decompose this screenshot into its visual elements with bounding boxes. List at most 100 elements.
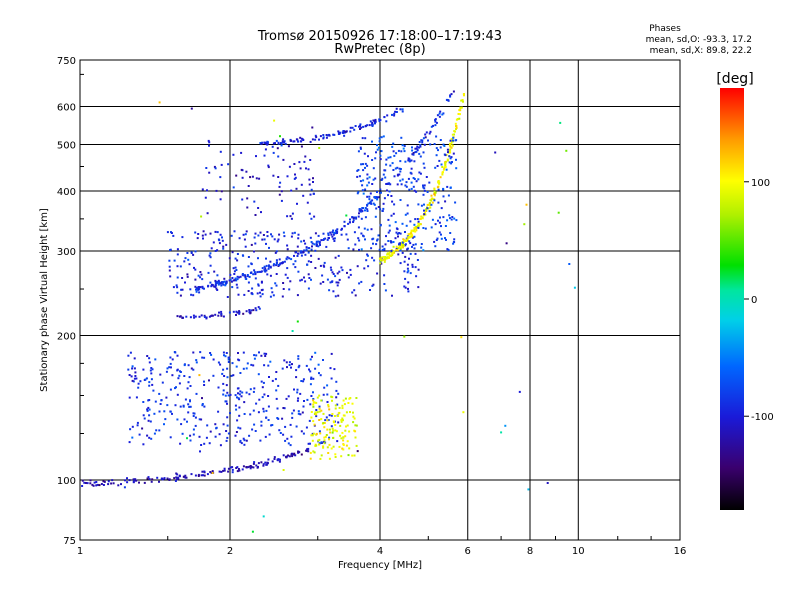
- echo-point: [370, 228, 373, 231]
- echo-point: [178, 374, 181, 377]
- echo-point: [178, 382, 181, 385]
- echo-point: [414, 227, 417, 230]
- echo-point: [238, 276, 241, 279]
- echo-point: [293, 388, 295, 391]
- echo-point: [379, 154, 382, 157]
- echo-point: [259, 291, 261, 294]
- echo-point: [399, 249, 402, 252]
- echo-point: [234, 257, 237, 260]
- echo-point: [259, 295, 262, 298]
- echo-point: [219, 444, 222, 447]
- echo-point: [236, 286, 239, 289]
- echo-point: [257, 257, 259, 260]
- echo-point: [275, 250, 278, 253]
- echo-point: [357, 226, 360, 229]
- echo-point: [341, 227, 343, 230]
- colorbar-tick-label: -100: [751, 412, 774, 423]
- echo-point: [322, 359, 324, 361]
- echo-point: [449, 148, 452, 151]
- echo-point: [371, 256, 374, 259]
- echo-point: [369, 192, 372, 195]
- echo-point: [282, 138, 285, 141]
- echo-point: [360, 126, 363, 129]
- echo-point: [322, 232, 325, 235]
- echo-point: [315, 136, 318, 139]
- echo-point: [399, 199, 402, 201]
- echo-point: [351, 216, 354, 219]
- echo-point: [148, 384, 151, 387]
- echo-point: [281, 295, 284, 298]
- echo-point: [394, 167, 397, 170]
- echo-point: [415, 190, 418, 193]
- echo-point: [81, 479, 84, 482]
- echo-point: [315, 413, 318, 416]
- echo-point: [244, 277, 247, 280]
- echo-point: [398, 243, 400, 246]
- echo-point: [407, 177, 410, 180]
- echo-point: [315, 409, 318, 411]
- echo-point: [217, 279, 220, 282]
- echo-point: [117, 484, 120, 487]
- echo-point: [366, 203, 369, 206]
- echo-point: [344, 435, 347, 438]
- echo-point: [197, 286, 200, 288]
- echo-point: [383, 274, 386, 277]
- echo-point: [373, 196, 376, 198]
- echo-point: [439, 110, 442, 113]
- echo-point: [420, 217, 422, 220]
- echo-point: [168, 479, 171, 481]
- echo-point: [453, 133, 455, 136]
- echo-point: [233, 270, 236, 273]
- echo-point: [333, 133, 336, 136]
- echo-point: [223, 277, 226, 280]
- echo-point: [165, 396, 168, 399]
- echo-point: [328, 438, 330, 441]
- echo-point: [186, 420, 188, 423]
- echo-point: [296, 320, 299, 323]
- echo-point: [282, 454, 285, 457]
- echo-point: [293, 231, 296, 234]
- echo-point: [438, 182, 441, 185]
- echo-point: [414, 147, 417, 150]
- echo-point: [366, 184, 369, 187]
- echo-point: [341, 431, 344, 434]
- echo-point: [284, 142, 287, 145]
- echo-point: [422, 137, 425, 140]
- echo-point: [310, 261, 313, 263]
- echo-point: [123, 486, 126, 489]
- echo-point: [304, 253, 307, 256]
- echo-point: [451, 133, 454, 136]
- echo-point: [272, 264, 275, 267]
- echo-point: [447, 249, 450, 251]
- echo-point: [271, 291, 274, 294]
- echo-point: [148, 408, 151, 411]
- echo-point: [407, 269, 410, 272]
- echo-point: [307, 260, 310, 263]
- echo-point: [396, 232, 399, 235]
- echo-point: [417, 268, 420, 271]
- echo-point: [294, 266, 297, 269]
- echo-point: [333, 231, 336, 234]
- echo-point: [346, 440, 349, 443]
- echo-point: [414, 243, 417, 246]
- echo-point: [176, 418, 179, 421]
- echo-point: [345, 214, 348, 217]
- echo-point: [241, 468, 244, 471]
- echo-point: [431, 201, 434, 204]
- echo-point: [198, 374, 201, 377]
- x-axis-label: Frequency [MHz]: [338, 560, 422, 571]
- echo-point: [331, 399, 333, 402]
- echo-point: [434, 223, 437, 226]
- echo-point: [285, 397, 288, 400]
- echo-point: [438, 231, 441, 234]
- echo-point: [257, 207, 260, 209]
- echo-point: [252, 466, 255, 469]
- echo-point: [411, 245, 413, 248]
- echo-point: [256, 292, 259, 295]
- echo-point: [212, 358, 215, 361]
- echo-point: [148, 381, 151, 384]
- echo-point: [361, 210, 364, 213]
- echo-point: [406, 263, 409, 266]
- echo-point: [327, 236, 330, 239]
